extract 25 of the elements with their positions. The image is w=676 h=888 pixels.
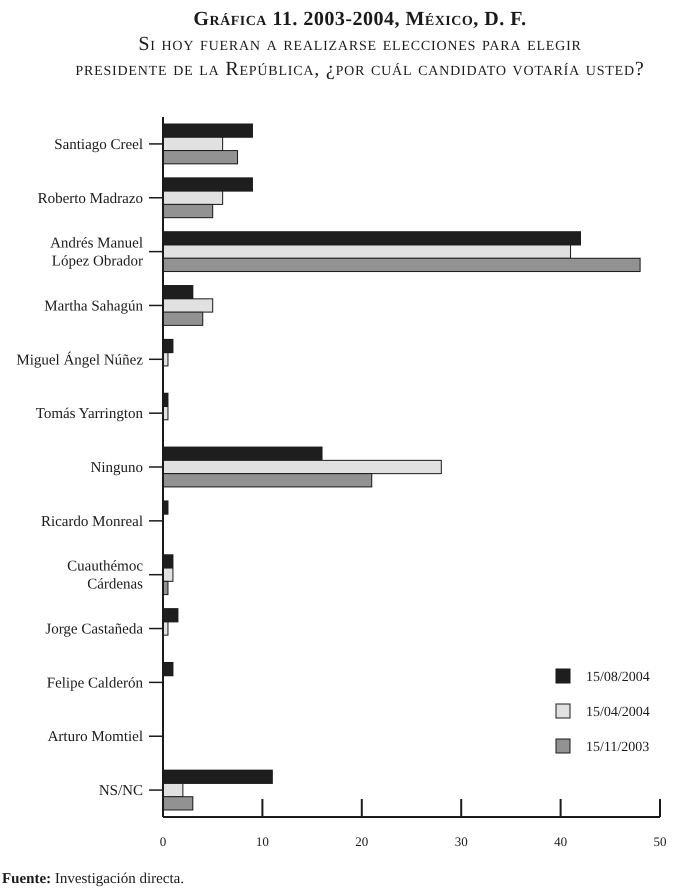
x-tick-label: 20 <box>355 834 368 849</box>
x-tick-label: 10 <box>256 834 269 849</box>
x-tick-label: 40 <box>554 834 568 849</box>
y-tick-label: Andrés Manuel López Obrador <box>50 236 143 270</box>
source-note: Fuente: Investigación directa. <box>2 871 184 887</box>
legend-label: 15/04/2004 <box>586 705 650 720</box>
y-tick-label: Santiago Creel <box>54 136 143 153</box>
x-tick-label: 0 <box>160 834 166 849</box>
legend-label: 15/08/2004 <box>586 670 650 685</box>
x-tick-label: 50 <box>654 834 666 849</box>
y-tick-label: Cuauthémoc Cárdenas <box>67 558 144 593</box>
y-tick-label: Miguel Ángel Núñez <box>16 351 144 368</box>
x-tick-label: 30 <box>454 834 468 849</box>
legend-label: 15/11/2003 <box>586 740 650 755</box>
y-tick-label: NS/NC <box>98 783 143 800</box>
chart-subtitle: Si hoy fueran a realizarse elecciones para elegir presidente de la República, ¿por cuál candidato votaría usted? <box>75 33 645 80</box>
y-tick-label: Arturo Momtiel <box>48 729 143 746</box>
y-tick-label: Tomás Yarrington <box>36 406 144 422</box>
y-tick-label: Ricardo Monreal <box>40 514 143 530</box>
y-tick-label: Jorge Castañeda <box>45 622 144 638</box>
y-tick-label: Martha Sahagún <box>44 298 144 314</box>
chart-title: Gráfica 11. 2003-2004, México, D. F. <box>193 8 527 30</box>
y-tick-label: Felipe Calderón <box>46 675 144 692</box>
y-tick-label: Ninguno <box>90 460 143 476</box>
y-tick-label: Roberto Madrazo <box>38 190 143 207</box>
